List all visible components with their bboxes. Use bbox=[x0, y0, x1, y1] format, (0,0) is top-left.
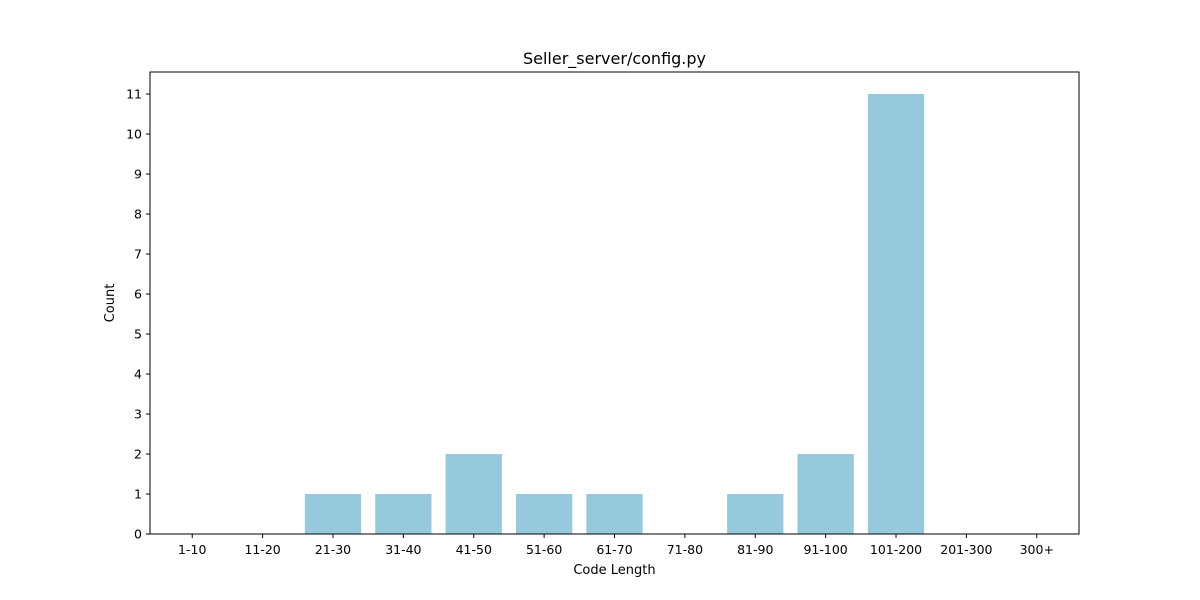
y-tick-label: 8 bbox=[134, 207, 142, 222]
x-tick-label: 41-50 bbox=[456, 542, 492, 557]
x-axis-label: Code Length bbox=[573, 563, 655, 578]
y-axis-ticks: 0 1 2 3 4 5 6 7 8 9 10 11 bbox=[126, 87, 150, 542]
y-tick-label: 11 bbox=[126, 87, 142, 102]
x-tick-label: 31-40 bbox=[385, 542, 421, 557]
x-tick-label: 300+ bbox=[1020, 542, 1054, 557]
x-tick-label: 11-20 bbox=[244, 542, 280, 557]
y-tick-label: 5 bbox=[134, 327, 142, 342]
bar-21-30 bbox=[304, 494, 362, 534]
bar-81-90 bbox=[727, 494, 784, 534]
y-tick-label: 9 bbox=[134, 167, 142, 182]
y-tick-label: 1 bbox=[134, 487, 142, 502]
y-tick-label: 2 bbox=[134, 447, 142, 462]
x-tick-label: 81-90 bbox=[737, 542, 773, 557]
bar-41-50 bbox=[445, 454, 502, 534]
bar-61-70 bbox=[586, 494, 643, 534]
bar-51-60 bbox=[515, 494, 573, 534]
y-tick-label: 0 bbox=[134, 527, 142, 542]
plot-frame bbox=[149, 71, 1080, 535]
x-tick-label: 1-10 bbox=[178, 542, 206, 557]
bar-101-200 bbox=[867, 94, 925, 534]
x-tick-label: 61-70 bbox=[596, 542, 632, 557]
y-axis-label: Count bbox=[103, 284, 118, 323]
bar-31-40 bbox=[375, 494, 432, 534]
x-tick-label: 91-100 bbox=[803, 542, 847, 557]
x-tick-label: 21-30 bbox=[315, 542, 351, 557]
y-tick-label: 3 bbox=[134, 407, 142, 422]
chart-title: Seller_server/config.py bbox=[523, 49, 706, 69]
x-axis-ticks: 1-10 11-20 21-30 31-40 41-50 51-60 61-70 71-80 8… bbox=[178, 534, 1054, 557]
x-tick-label: 71-80 bbox=[667, 542, 703, 557]
y-tick-label: 6 bbox=[134, 287, 142, 302]
x-tick-label: 101-200 bbox=[870, 542, 922, 557]
bars-group bbox=[304, 94, 925, 534]
bar-91-100 bbox=[797, 454, 854, 534]
y-tick-label: 4 bbox=[134, 367, 142, 382]
x-tick-label: 51-60 bbox=[526, 542, 562, 557]
y-tick-label: 7 bbox=[134, 247, 142, 262]
x-tick-label: 201-300 bbox=[940, 542, 992, 557]
y-tick-label: 10 bbox=[126, 127, 142, 142]
